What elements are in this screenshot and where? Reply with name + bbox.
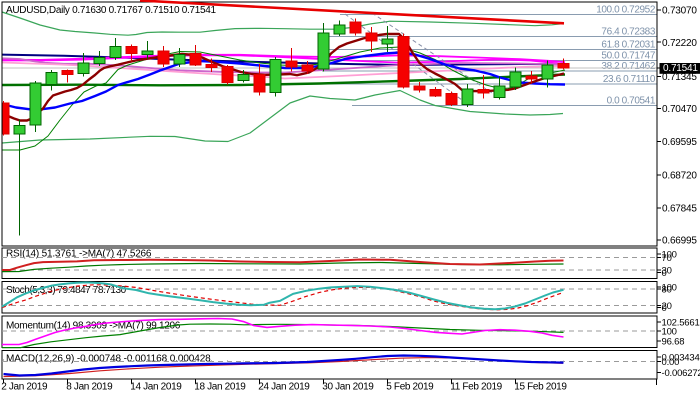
svg-text:RSI(14) 51.3761 ->MA(7) 47.52: RSI(14) 51.3761 ->MA(7) 47.5266 xyxy=(6,248,152,259)
svg-text:Momentum(14) 98.3909 ->MA(7): Momentum(14) 98.3909 ->MA(7) 99.1206 xyxy=(6,321,181,332)
svg-text:14 Jan 2019: 14 Jan 2019 xyxy=(130,381,182,392)
svg-text:2 Jan 2019: 2 Jan 2019 xyxy=(1,381,48,392)
svg-text:0.68720: 0.68720 xyxy=(662,170,697,181)
svg-text:8 Jan 2019: 8 Jan 2019 xyxy=(66,381,113,392)
svg-text:23.6 0.71110: 23.6 0.71110 xyxy=(603,74,656,85)
svg-text:0.71541: 0.71541 xyxy=(663,63,698,74)
svg-text:MACD(12,26,9) -0.000748 -0.001: MACD(12,26,9) -0.000748 -0.001168 0.0004… xyxy=(6,354,211,365)
svg-text:0.69595: 0.69595 xyxy=(662,137,697,148)
svg-text:100: 100 xyxy=(662,283,677,294)
svg-text:50.0 0.71747: 50.0 0.71747 xyxy=(601,51,655,62)
svg-text:0.67845: 0.67845 xyxy=(662,204,697,215)
svg-text:30: 30 xyxy=(662,266,672,277)
svg-text:61.8 0.72031: 61.8 0.72031 xyxy=(601,40,655,51)
svg-text:0.72220: 0.72220 xyxy=(662,38,697,49)
svg-text:11 Feb 2019: 11 Feb 2019 xyxy=(450,381,502,392)
svg-text:20: 20 xyxy=(662,301,672,312)
svg-text:AUDUSD,Daily 0.71630 0.71767: AUDUSD,Daily 0.71630 0.71767 0.71510 0.7… xyxy=(6,5,216,16)
svg-text:0.70470: 0.70470 xyxy=(662,104,697,115)
svg-text:18 Jan 2019: 18 Jan 2019 xyxy=(194,381,246,392)
svg-text:0.66995: 0.66995 xyxy=(662,236,697,247)
svg-text:100: 100 xyxy=(662,327,677,338)
svg-text:102.5661: 102.5661 xyxy=(662,318,700,329)
svg-text:-0.006272: -0.006272 xyxy=(662,368,700,379)
svg-text:0: 0 xyxy=(662,268,667,279)
svg-text:Stoch(5,3,3) 79.4847 78.7130: Stoch(5,3,3) 79.4847 78.7130 xyxy=(6,285,127,296)
svg-text:80: 80 xyxy=(662,284,672,295)
svg-text:0.00: 0.00 xyxy=(662,357,680,368)
svg-text:0: 0 xyxy=(662,303,667,314)
svg-text:0.71345: 0.71345 xyxy=(662,72,697,83)
svg-text:96.68: 96.68 xyxy=(662,337,685,348)
svg-text:30 Jan 2019: 30 Jan 2019 xyxy=(322,381,374,392)
svg-text:0.0 0.70541: 0.0 0.70541 xyxy=(607,96,656,107)
svg-text:5 Feb 2019: 5 Feb 2019 xyxy=(386,381,434,392)
svg-text:100.0 0.72952: 100.0 0.72952 xyxy=(596,5,656,16)
svg-text:38.2 0.71462: 38.2 0.71462 xyxy=(601,61,655,72)
svg-text:70: 70 xyxy=(662,253,672,264)
svg-text:24 Jan 2019: 24 Jan 2019 xyxy=(258,381,310,392)
svg-text:76.4 0.72383: 76.4 0.72383 xyxy=(601,27,655,38)
svg-text:0.73070: 0.73070 xyxy=(662,6,697,17)
svg-text:0.003434: 0.003434 xyxy=(662,353,700,364)
svg-text:100: 100 xyxy=(662,250,677,261)
svg-text:15 Feb 2019: 15 Feb 2019 xyxy=(514,381,567,392)
